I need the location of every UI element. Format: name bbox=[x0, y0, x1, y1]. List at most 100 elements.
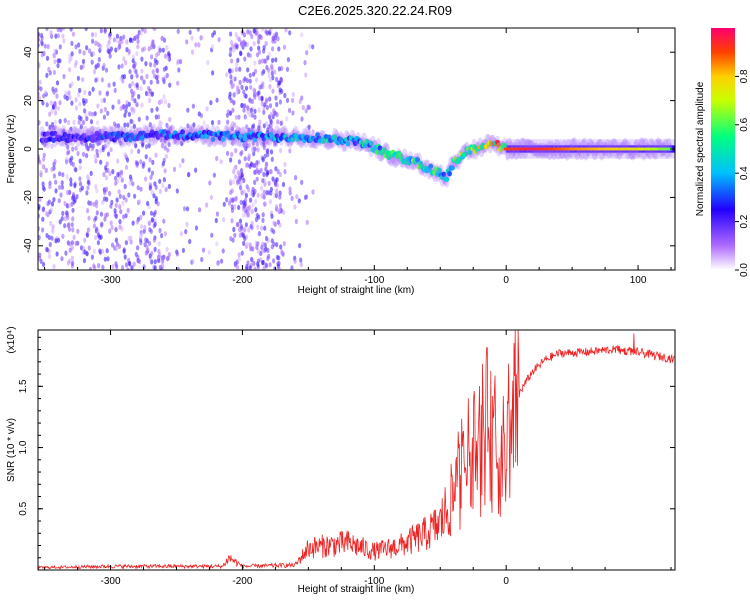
heatmap-noise-point bbox=[48, 111, 52, 117]
heatmap-noise-point bbox=[114, 213, 118, 219]
heatmap-halo-point bbox=[636, 143, 643, 158]
heatmap-noise-point bbox=[252, 28, 256, 34]
heatmap-noise-point bbox=[78, 176, 82, 182]
heatmap-noise-point bbox=[269, 169, 273, 175]
heatmap-noise-point bbox=[276, 169, 280, 175]
heatmap-noise-point bbox=[217, 37, 221, 43]
heatmap-noise-point bbox=[67, 128, 71, 134]
heatmap-x-tick-label: 100 bbox=[630, 275, 647, 286]
heatmap-noise-point bbox=[150, 54, 154, 60]
heatmap-noise-point bbox=[192, 122, 196, 128]
heatmap-noise-point bbox=[264, 263, 269, 269]
heatmap-noise-point bbox=[245, 184, 249, 190]
heatmap-noise-point bbox=[249, 84, 253, 90]
heatmap-noise-point bbox=[255, 212, 259, 218]
heatmap-noise-point bbox=[105, 196, 109, 202]
heatmap-noise-point bbox=[58, 118, 62, 124]
heatmap-noise-point bbox=[59, 192, 63, 198]
heatmap-noise-point bbox=[263, 181, 267, 187]
heatmap-noise-point bbox=[305, 50, 309, 56]
heatmap-noise-point bbox=[56, 28, 60, 33]
heatmap-noise-point bbox=[162, 66, 166, 72]
heatmap-noise-point bbox=[124, 108, 128, 114]
heatmap-noise-point bbox=[131, 54, 135, 60]
heatmap-noise-point bbox=[236, 57, 240, 63]
heatmap-noise-point bbox=[48, 241, 52, 248]
heatmap-noise-point bbox=[94, 31, 98, 38]
heatmap-noise-point bbox=[48, 184, 52, 190]
heatmap-noise-point bbox=[263, 242, 267, 248]
heatmap-noise-point bbox=[258, 59, 262, 65]
heatmap-noise-point bbox=[186, 123, 190, 129]
heatmap-noise-point bbox=[89, 200, 93, 207]
heatmap-noise-point bbox=[250, 257, 254, 263]
heatmap-noise-point bbox=[216, 260, 220, 266]
heatmap-noise-point bbox=[52, 69, 57, 75]
heatmap-noise-point bbox=[278, 172, 282, 178]
heatmap-noise-point bbox=[45, 102, 49, 108]
heatmap-halo-point bbox=[529, 140, 536, 155]
heatmap-noise-point bbox=[230, 58, 234, 64]
heatmap-y-tick-label: 40 bbox=[23, 46, 34, 58]
heatmap-noise-point bbox=[125, 104, 129, 110]
heatmap-noise-point bbox=[294, 218, 298, 225]
heatmap-noise-point bbox=[273, 69, 277, 75]
heatmap-noise-point bbox=[70, 81, 74, 87]
heatmap-noise-point bbox=[127, 101, 131, 107]
heatmap-noise-point bbox=[242, 203, 246, 209]
heatmap-noise-point bbox=[106, 110, 110, 116]
heatmap-noise-point bbox=[38, 252, 42, 258]
colorbar-tick-label: 0.4 bbox=[739, 166, 750, 180]
heatmap-noise-point bbox=[130, 74, 134, 80]
heatmap-noise-point bbox=[282, 241, 286, 247]
heatmap-noise-point bbox=[74, 105, 78, 111]
heatmap-noise-point bbox=[122, 104, 126, 110]
heatmap-noise-point bbox=[264, 41, 268, 47]
heatmap-noise-point bbox=[40, 52, 44, 58]
heatmap-noise-point bbox=[39, 86, 43, 92]
heatmap-noise-point bbox=[85, 153, 89, 159]
heatmap-noise-point bbox=[179, 231, 183, 237]
heatmap-noise-point bbox=[283, 169, 287, 175]
heatmap-noise-point bbox=[70, 40, 74, 47]
heatmap-noise-point bbox=[53, 53, 57, 59]
heatmap-noise-point bbox=[101, 264, 105, 270]
heatmap-noise-point bbox=[145, 244, 149, 250]
heatmap-noise-point bbox=[248, 265, 252, 270]
heatmap-noise-point bbox=[163, 145, 167, 151]
heatmap-noise-point bbox=[53, 101, 57, 108]
heatmap-noise-point bbox=[233, 204, 237, 210]
heatmap-noise-point bbox=[229, 39, 233, 45]
heatmap-noise-point bbox=[290, 195, 294, 201]
heatmap-noise-point bbox=[122, 56, 126, 62]
heatmap-ridge-point bbox=[62, 132, 68, 138]
heatmap-ridge-point bbox=[252, 137, 258, 143]
heatmap-noise-point bbox=[270, 213, 274, 219]
heatmap-noise-point bbox=[89, 170, 93, 176]
heatmap-noise-point bbox=[194, 225, 199, 231]
heatmap-noise-point bbox=[95, 210, 99, 216]
colorbar-tick-label: 0.2 bbox=[739, 214, 750, 228]
heatmap-noise-point bbox=[244, 93, 248, 99]
heatmap-noise-point bbox=[237, 256, 241, 262]
heatmap-noise-point bbox=[274, 193, 279, 199]
heatmap-noise-point bbox=[100, 98, 104, 104]
heatmap-noise-point bbox=[102, 114, 106, 120]
heatmap-noise-point bbox=[285, 116, 289, 122]
heatmap-noise-point bbox=[298, 243, 302, 249]
heatmap-noise-point bbox=[86, 208, 90, 214]
heatmap-noise-point bbox=[261, 178, 265, 184]
heatmap-noise-point bbox=[230, 188, 234, 194]
heatmap-noise-point bbox=[158, 227, 162, 234]
heatmap-noise-point bbox=[63, 117, 67, 124]
heatmap-noise-point bbox=[58, 219, 62, 225]
heatmap-noise-point bbox=[64, 210, 69, 216]
heatmap-noise-point bbox=[49, 30, 53, 36]
heatmap-noise-point bbox=[106, 256, 110, 262]
heatmap-noise-point bbox=[272, 220, 276, 226]
heatmap-noise-point bbox=[300, 95, 304, 101]
heatmap-noise-point bbox=[238, 79, 242, 86]
heatmap-noise-point bbox=[90, 146, 94, 152]
heatmap-ridge-point bbox=[45, 131, 51, 137]
heatmap-noise-point bbox=[266, 55, 270, 61]
